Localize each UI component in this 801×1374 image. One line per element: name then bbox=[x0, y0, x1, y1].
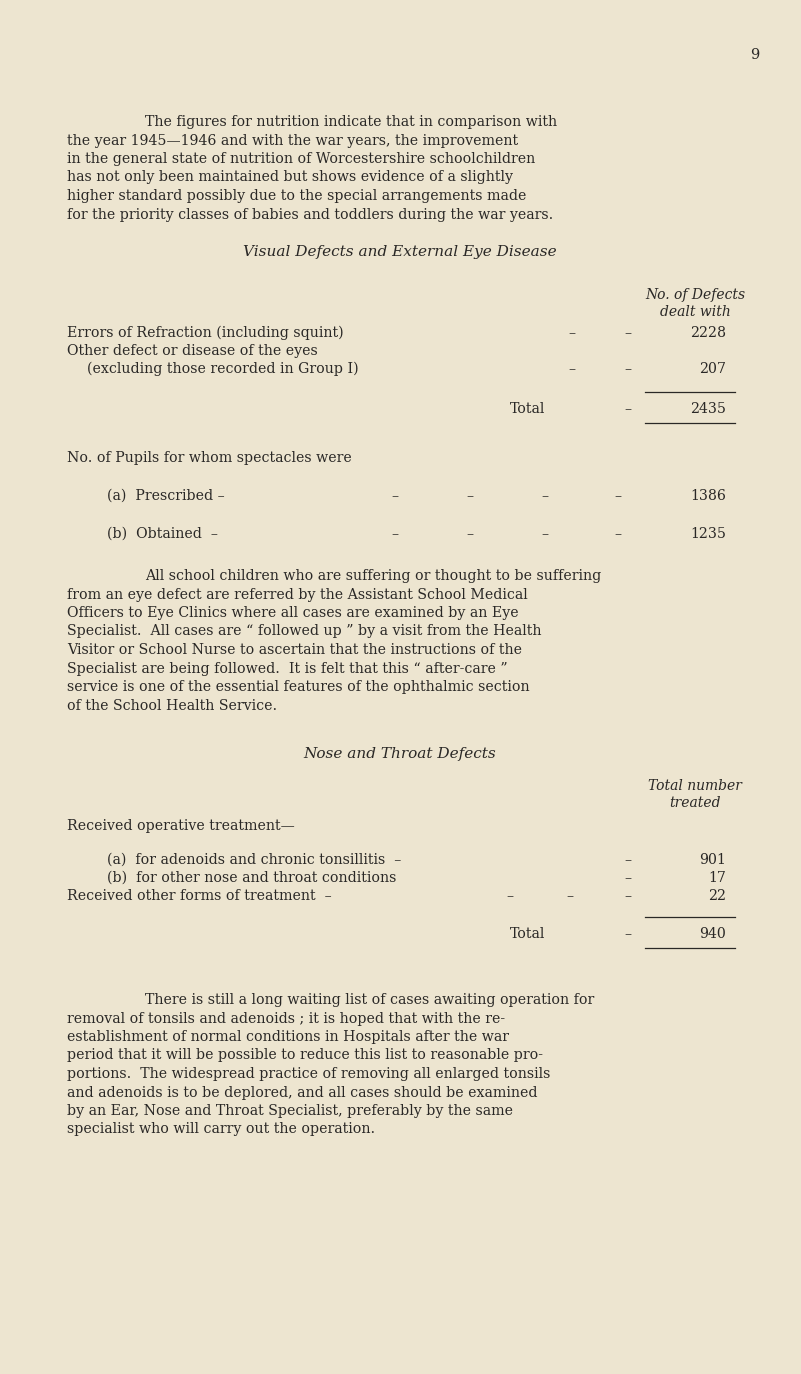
Text: of the School Health Service.: of the School Health Service. bbox=[67, 698, 277, 713]
Text: portions.  The widespread practice of removing all enlarged tonsils: portions. The widespread practice of rem… bbox=[67, 1068, 550, 1081]
Text: (a)  Prescribed –: (a) Prescribed – bbox=[107, 489, 225, 503]
Text: has not only been maintained but shows evidence of a slightly: has not only been maintained but shows e… bbox=[67, 170, 513, 184]
Text: –: – bbox=[569, 326, 576, 339]
Text: 22: 22 bbox=[708, 889, 726, 903]
Text: (excluding those recorded in Group I): (excluding those recorded in Group I) bbox=[87, 361, 359, 376]
Text: –: – bbox=[569, 361, 576, 376]
Text: –: – bbox=[506, 889, 513, 903]
Text: All school children who are suffering or thought to be suffering: All school children who are suffering or… bbox=[145, 569, 602, 583]
Text: 17: 17 bbox=[708, 871, 726, 885]
Text: Specialist are being followed.  It is felt that this “ after-care ”: Specialist are being followed. It is fel… bbox=[67, 661, 508, 676]
Text: dealt with: dealt with bbox=[660, 305, 731, 319]
Text: by an Ear, Nose and Throat Specialist, preferably by the same: by an Ear, Nose and Throat Specialist, p… bbox=[67, 1103, 513, 1118]
Text: from an eye defect are referred by the Assistant School Medical: from an eye defect are referred by the A… bbox=[67, 588, 528, 602]
Text: treated: treated bbox=[670, 796, 721, 811]
Text: –: – bbox=[392, 489, 399, 503]
Text: the year 1945—1946 and with the war years, the improvement: the year 1945—1946 and with the war year… bbox=[67, 133, 518, 147]
Text: Visitor or School Nurse to ascertain that the instructions of the: Visitor or School Nurse to ascertain tha… bbox=[67, 643, 522, 657]
Text: –: – bbox=[625, 927, 631, 941]
Text: No. of Defects: No. of Defects bbox=[645, 289, 745, 302]
Text: Received other forms of treatment  –: Received other forms of treatment – bbox=[67, 889, 332, 903]
Text: higher standard possibly due to the special arrangements made: higher standard possibly due to the spec… bbox=[67, 190, 526, 203]
Text: –: – bbox=[625, 871, 631, 885]
Text: Specialist.  All cases are “ followed up ” by a visit from the Health: Specialist. All cases are “ followed up … bbox=[67, 625, 541, 639]
Text: –: – bbox=[541, 528, 549, 541]
Text: and adenoids is to be deplored, and all cases should be examined: and adenoids is to be deplored, and all … bbox=[67, 1085, 537, 1099]
Text: –: – bbox=[566, 889, 574, 903]
Text: (b)  for other nose and throat conditions: (b) for other nose and throat conditions bbox=[107, 871, 396, 885]
Text: –: – bbox=[614, 528, 622, 541]
Text: The figures for nutrition indicate that in comparison with: The figures for nutrition indicate that … bbox=[145, 115, 557, 129]
Text: in the general state of nutrition of Worcestershire schoolchildren: in the general state of nutrition of Wor… bbox=[67, 153, 535, 166]
Text: –: – bbox=[625, 361, 631, 376]
Text: –: – bbox=[625, 853, 631, 867]
Text: 901: 901 bbox=[699, 853, 726, 867]
Text: Total number: Total number bbox=[648, 779, 742, 793]
Text: Total: Total bbox=[510, 927, 545, 941]
Text: –: – bbox=[625, 403, 631, 416]
Text: Total: Total bbox=[510, 403, 545, 416]
Text: service is one of the essential features of the ophthalmic section: service is one of the essential features… bbox=[67, 680, 529, 694]
Text: specialist who will carry out the operation.: specialist who will carry out the operat… bbox=[67, 1123, 375, 1136]
Text: Nose and Throat Defects: Nose and Throat Defects bbox=[304, 747, 497, 761]
Text: period that it will be possible to reduce this list to reasonable pro-: period that it will be possible to reduc… bbox=[67, 1048, 543, 1062]
Text: –: – bbox=[466, 528, 473, 541]
Text: 2228: 2228 bbox=[690, 326, 726, 339]
Text: –: – bbox=[625, 889, 631, 903]
Text: No. of Pupils for whom spectacles were: No. of Pupils for whom spectacles were bbox=[67, 451, 352, 464]
Text: (a)  for adenoids and chronic tonsillitis  –: (a) for adenoids and chronic tonsillitis… bbox=[107, 853, 401, 867]
Text: Errors of Refraction (including squint): Errors of Refraction (including squint) bbox=[67, 326, 344, 341]
Text: Officers to Eye Clinics where all cases are examined by an Eye: Officers to Eye Clinics where all cases … bbox=[67, 606, 518, 620]
Text: Received operative treatment—: Received operative treatment— bbox=[67, 819, 295, 833]
Text: for the priority classes of babies and toddlers during the war years.: for the priority classes of babies and t… bbox=[67, 207, 553, 221]
Text: 2435: 2435 bbox=[690, 403, 726, 416]
Text: Visual Defects and External Eye Disease: Visual Defects and External Eye Disease bbox=[244, 245, 557, 260]
Text: There is still a long waiting list of cases awaiting operation for: There is still a long waiting list of ca… bbox=[145, 993, 594, 1007]
Text: –: – bbox=[541, 489, 549, 503]
Text: establishment of normal conditions in Hospitals after the war: establishment of normal conditions in Ho… bbox=[67, 1030, 509, 1044]
Text: –: – bbox=[614, 489, 622, 503]
Text: –: – bbox=[625, 326, 631, 339]
Text: 207: 207 bbox=[699, 361, 726, 376]
Text: 1386: 1386 bbox=[690, 489, 726, 503]
Text: –: – bbox=[466, 489, 473, 503]
Text: 940: 940 bbox=[699, 927, 726, 941]
Text: 9: 9 bbox=[751, 48, 759, 62]
Text: (b)  Obtained  –: (b) Obtained – bbox=[107, 528, 218, 541]
Text: 1235: 1235 bbox=[690, 528, 726, 541]
Text: Other defect or disease of the eyes: Other defect or disease of the eyes bbox=[67, 344, 318, 359]
Text: removal of tonsils and adenoids ; it is hoped that with the re-: removal of tonsils and adenoids ; it is … bbox=[67, 1011, 505, 1025]
Text: –: – bbox=[392, 528, 399, 541]
